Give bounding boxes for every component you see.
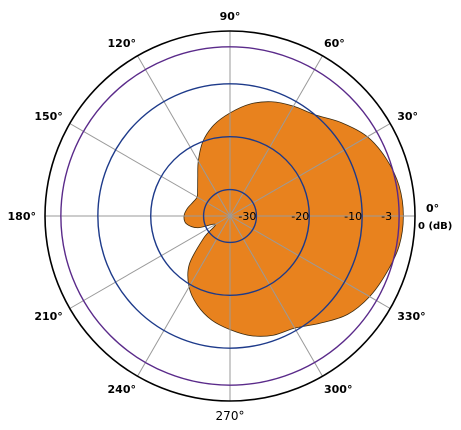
angle-labels: 0° 30° 60° 90° 120° 150° 180° 210° 240° 270° 300° 3… <box>8 10 440 423</box>
ring-minus-20db <box>150 136 310 296</box>
ring-label-minus-20: -20 <box>291 210 309 223</box>
angle-label-120: 120° <box>108 37 136 50</box>
spoke-240 <box>137 215 231 377</box>
ring-0db <box>44 30 416 402</box>
angle-label-150: 150° <box>34 110 62 123</box>
ring-label-minus-10: -10 <box>344 210 362 223</box>
angle-label-330: 330° <box>397 310 425 323</box>
angle-label-180: 180° <box>8 210 36 223</box>
ring-minus-3db <box>60 46 400 386</box>
spoke-30 <box>229 123 391 217</box>
angle-label-0: 0° <box>426 202 439 215</box>
ring-minus-30db <box>202 188 258 244</box>
spoke-210 <box>69 215 231 309</box>
polar-grid <box>44 30 416 402</box>
ring-label-minus-30: -30 <box>238 210 256 223</box>
angle-label-60: 60° <box>324 37 345 50</box>
spoke-330 <box>229 215 391 309</box>
ring-labels: -30 -20 -10 -3 <box>238 210 392 223</box>
ring-minus-10db <box>97 83 363 349</box>
angle-label-90: 90° <box>220 10 241 23</box>
angle-label-300: 300° <box>324 383 352 396</box>
spoke-300 <box>229 215 323 377</box>
spoke-150 <box>69 123 231 217</box>
spoke-120 <box>137 55 231 217</box>
unit-label: 0 (dB) <box>418 221 452 232</box>
ring-label-minus-3: -3 <box>381 210 392 223</box>
angle-label-30: 30° <box>397 110 418 123</box>
spoke-60 <box>229 55 323 217</box>
angle-label-270: 270° <box>216 409 245 423</box>
angle-label-240: 240° <box>108 383 136 396</box>
angle-label-210: 210° <box>34 310 62 323</box>
